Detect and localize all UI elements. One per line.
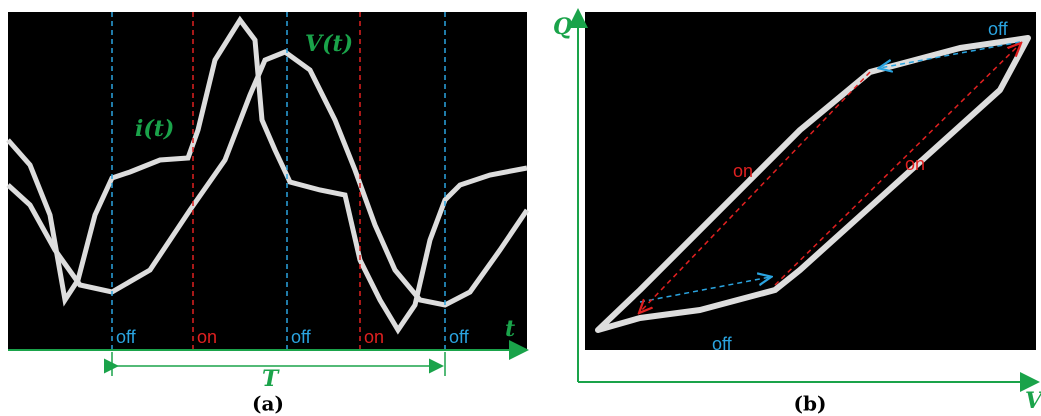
time-axis-label: t (505, 316, 515, 342)
marker-label: off (291, 327, 312, 347)
voltage-label: V(t) (305, 31, 353, 57)
current-label: i(t) (135, 116, 174, 142)
figure: V(t) i(t) off on off on off t T (a) Q V … (0, 0, 1041, 416)
scope-screen (8, 12, 527, 350)
marker-label: on (197, 327, 217, 347)
panel-a: V(t) i(t) off on off on off t T (a) (8, 12, 527, 416)
panel-b: Q V off on on off (b) (553, 12, 1041, 416)
annotation: off (988, 19, 1009, 39)
panel-label: (a) (252, 392, 284, 416)
period-label: T (262, 366, 280, 392)
annotation: off (712, 334, 733, 354)
panel-label: (b) (794, 392, 827, 416)
annotation: on (905, 154, 925, 174)
y-axis-label: Q (553, 14, 572, 40)
annotation: on (733, 161, 753, 181)
marker-label: off (449, 327, 470, 347)
marker-label: off (116, 327, 137, 347)
x-axis-label: V (1025, 388, 1041, 414)
marker-label: on (364, 327, 384, 347)
